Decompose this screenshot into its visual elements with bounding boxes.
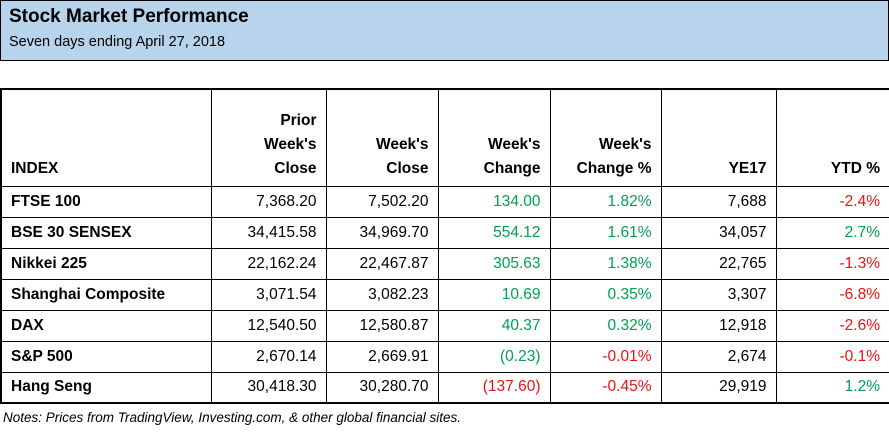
- ye17-value: 3,307: [660, 278, 777, 311]
- prior-weeks-close-value: 12,540.50: [210, 309, 327, 342]
- ytd-pct-value: -1.3%: [775, 247, 889, 280]
- ytd-pct-value: -6.8%: [775, 278, 889, 311]
- weeks-close-value: 3,082.23: [325, 278, 439, 311]
- column-header-prior-weeks-close: Prior Week's Close: [210, 88, 327, 187]
- index-name: Shanghai Composite: [0, 278, 212, 311]
- ye17-value: 34,057: [660, 216, 777, 249]
- prior-weeks-close-value: 34,415.58: [210, 216, 327, 249]
- weeks-change-pct-value: -0.45%: [549, 371, 662, 404]
- weeks-change-pct-value: 0.35%: [549, 278, 662, 311]
- ytd-pct-value: -0.1%: [775, 340, 889, 373]
- prior-weeks-close-value: 2,670.14: [210, 340, 327, 373]
- column-header-ye17: YE17: [660, 88, 777, 187]
- page-subtitle: Seven days ending April 27, 2018: [9, 33, 226, 50]
- ye17-value: 2,674: [660, 340, 777, 373]
- weeks-change-value: (137.60): [437, 371, 551, 404]
- index-name: Hang Seng: [0, 371, 212, 404]
- index-name: BSE 30 SENSEX: [0, 216, 212, 249]
- market-table-container: INDEX Prior Week's Close Week's Close We…: [0, 88, 889, 405]
- table-row: S&P 500 2,670.14 2,669.91 (0.23) -0.01% …: [0, 340, 889, 373]
- prior-weeks-close-value: 22,162.24: [210, 247, 327, 280]
- table-row: Shanghai Composite 3,071.54 3,082.23 10.…: [0, 278, 889, 311]
- index-name: Nikkei 225: [0, 247, 212, 280]
- ytd-pct-value: 2.7%: [775, 216, 889, 249]
- weeks-close-value: 12,580.87: [325, 309, 439, 342]
- ye17-value: 12,918: [660, 309, 777, 342]
- table-row: FTSE 100 7,368.20 7,502.20 134.00 1.82% …: [0, 185, 889, 218]
- weeks-close-value: 22,467.87: [325, 247, 439, 280]
- weeks-change-pct-value: -0.01%: [549, 340, 662, 373]
- index-name: DAX: [0, 309, 212, 342]
- weeks-change-pct-value: 1.61%: [549, 216, 662, 249]
- weeks-change-value: 554.12: [437, 216, 551, 249]
- ytd-pct-value: -2.4%: [775, 185, 889, 218]
- weeks-close-value: 7,502.20: [325, 185, 439, 218]
- weeks-close-value: 30,280.70: [325, 371, 439, 404]
- table-row: DAX 12,540.50 12,580.87 40.37 0.32% 12,9…: [0, 309, 889, 342]
- weeks-close-value: 34,969.70: [325, 216, 439, 249]
- prior-weeks-close-value: 30,418.30: [210, 371, 327, 404]
- column-header-index: INDEX: [0, 88, 212, 187]
- table-row: Hang Seng 30,418.30 30,280.70 (137.60) -…: [0, 371, 889, 404]
- weeks-change-value: 305.63: [437, 247, 551, 280]
- weeks-change-pct-value: 1.82%: [549, 185, 662, 218]
- column-header-weeks-change-pct: Week's Change %: [549, 88, 662, 187]
- weeks-change-value: 134.00: [437, 185, 551, 218]
- weeks-change-value: 40.37: [437, 309, 551, 342]
- index-name: FTSE 100: [0, 185, 212, 218]
- column-header-ytd-pct: YTD %: [775, 88, 889, 187]
- ye17-value: 29,919: [660, 371, 777, 404]
- weeks-change-pct-value: 0.32%: [549, 309, 662, 342]
- prior-weeks-close-value: 3,071.54: [210, 278, 327, 311]
- ye17-value: 22,765: [660, 247, 777, 280]
- ye17-value: 7,688: [660, 185, 777, 218]
- weeks-change-pct-value: 1.38%: [549, 247, 662, 280]
- market-performance-table: INDEX Prior Week's Close Week's Close We…: [0, 88, 889, 405]
- footer-note: Notes: Prices from TradingView, Investin…: [3, 410, 461, 426]
- column-header-weeks-change: Week's Change: [437, 88, 551, 187]
- table-row: BSE 30 SENSEX 34,415.58 34,969.70 554.12…: [0, 216, 889, 249]
- title-band: Stock Market Performance Seven days endi…: [0, 0, 889, 62]
- prior-weeks-close-value: 7,368.20: [210, 185, 327, 218]
- index-name: S&P 500: [0, 340, 212, 373]
- page-title: Stock Market Performance: [9, 6, 249, 27]
- weeks-change-value: 10.69: [437, 278, 551, 311]
- ytd-pct-value: -2.6%: [775, 309, 889, 342]
- table-header-row: INDEX Prior Week's Close Week's Close We…: [0, 88, 889, 187]
- table-row: Nikkei 225 22,162.24 22,467.87 305.63 1.…: [0, 247, 889, 280]
- weeks-change-value: (0.23): [437, 340, 551, 373]
- column-header-weeks-close: Week's Close: [325, 88, 439, 187]
- ytd-pct-value: 1.2%: [775, 371, 889, 404]
- weeks-close-value: 2,669.91: [325, 340, 439, 373]
